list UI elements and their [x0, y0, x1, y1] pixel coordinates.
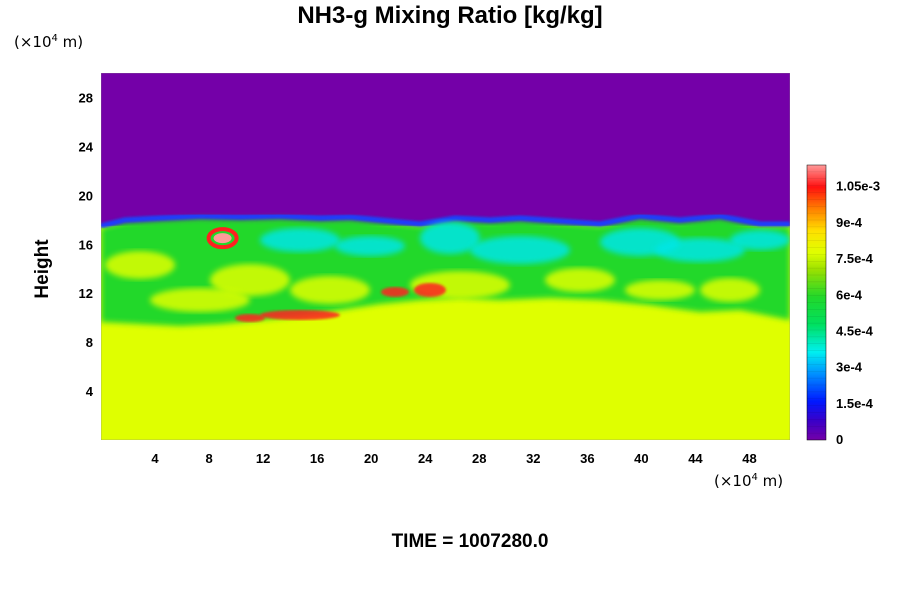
- colorbar-label: 4.5e-4: [836, 323, 874, 338]
- yellow-patch: [545, 268, 615, 292]
- colorbar-label: 3e-4: [836, 360, 863, 375]
- x-unit-prefix: (×10: [714, 472, 752, 490]
- cyan-patch: [335, 236, 405, 256]
- x-tick-label: 40: [634, 451, 648, 466]
- x-tick-label: 24: [418, 451, 433, 466]
- y-unit-suffix: m): [57, 33, 84, 51]
- colorbar-label: 1.05e-3: [836, 179, 880, 194]
- y-tick-label: 8: [86, 335, 93, 350]
- cyan-patch: [470, 236, 570, 264]
- x-tick-label: 12: [256, 451, 270, 466]
- x-tick-label: 36: [580, 451, 594, 466]
- x-tick-label: 20: [364, 451, 378, 466]
- y-tick-labels: 4 8 12 16 20 24 28: [79, 90, 94, 399]
- cyan-patch: [420, 222, 480, 254]
- boundary-edge: [101, 213, 790, 229]
- x-tick-label: 8: [205, 451, 212, 466]
- x-tick-label: 48: [742, 451, 756, 466]
- x-tick-label: 44: [688, 451, 703, 466]
- x-tick-label: 4: [151, 451, 159, 466]
- yellow-patch: [150, 288, 250, 312]
- yellow-patch: [210, 264, 290, 296]
- x-tick-labels: 4 8 12 16 20 24 28 32 36 40 44 48: [151, 451, 756, 466]
- y-unit-prefix: (×10: [14, 33, 52, 51]
- y-tick-label: 24: [79, 139, 94, 154]
- colorbar: 0 1.5e-4 3e-4 4.5e-4 6e-4 7.5e-4 9e-4 1.05e-3: [806, 164, 880, 447]
- x-tick-label: 16: [310, 451, 324, 466]
- cyan-patch: [730, 230, 790, 250]
- colorbar-label: 1.5e-4: [836, 396, 874, 411]
- y-tick-label: 16: [79, 237, 93, 252]
- chart-title: NH3-g Mixing Ratio [kg/kg]: [297, 2, 603, 29]
- max-vortex-core: [213, 233, 232, 244]
- x-unit-exponent: 4: [751, 472, 758, 483]
- colorbar-label: 7.5e-4: [836, 251, 874, 266]
- high-value-patch: [381, 287, 409, 297]
- y-tick-label: 4: [86, 384, 94, 399]
- cyan-patch: [655, 238, 745, 262]
- high-value-patch: [235, 314, 265, 322]
- cyan-patch: [260, 228, 340, 252]
- time-value: 1007280.0: [458, 531, 549, 552]
- high-value-patch: [414, 283, 446, 297]
- colorbar-label: 9e-4: [836, 215, 863, 230]
- x-tick-label: 28: [472, 451, 486, 466]
- time-footer: TIME = 1007280.0: [0, 531, 900, 553]
- heatmap-field: [101, 73, 790, 440]
- yellow-patch: [105, 251, 175, 279]
- x-tick-label: 32: [526, 451, 540, 466]
- upper-region: [101, 73, 790, 226]
- x-unit-suffix: m): [757, 472, 784, 490]
- max-vortex: [206, 227, 239, 250]
- time-label: TIME =: [391, 531, 459, 552]
- y-axis-unit-label: (×104 m): [14, 33, 83, 51]
- y-unit-exponent: 4: [51, 33, 58, 44]
- colorbar-label: 6e-4: [836, 287, 863, 302]
- y-tick-label: 20: [79, 188, 93, 203]
- colorbar-gradient: [806, 164, 827, 441]
- y-tick-label: 12: [79, 286, 93, 301]
- yellow-patch: [290, 276, 370, 304]
- high-value-patch: [260, 310, 340, 320]
- colorbar-label: 0: [836, 432, 843, 447]
- yellow-patch: [700, 278, 760, 302]
- yellow-patch: [625, 280, 695, 300]
- y-tick-label: 28: [79, 90, 93, 105]
- x-axis-unit-label: (×104 m): [714, 472, 783, 490]
